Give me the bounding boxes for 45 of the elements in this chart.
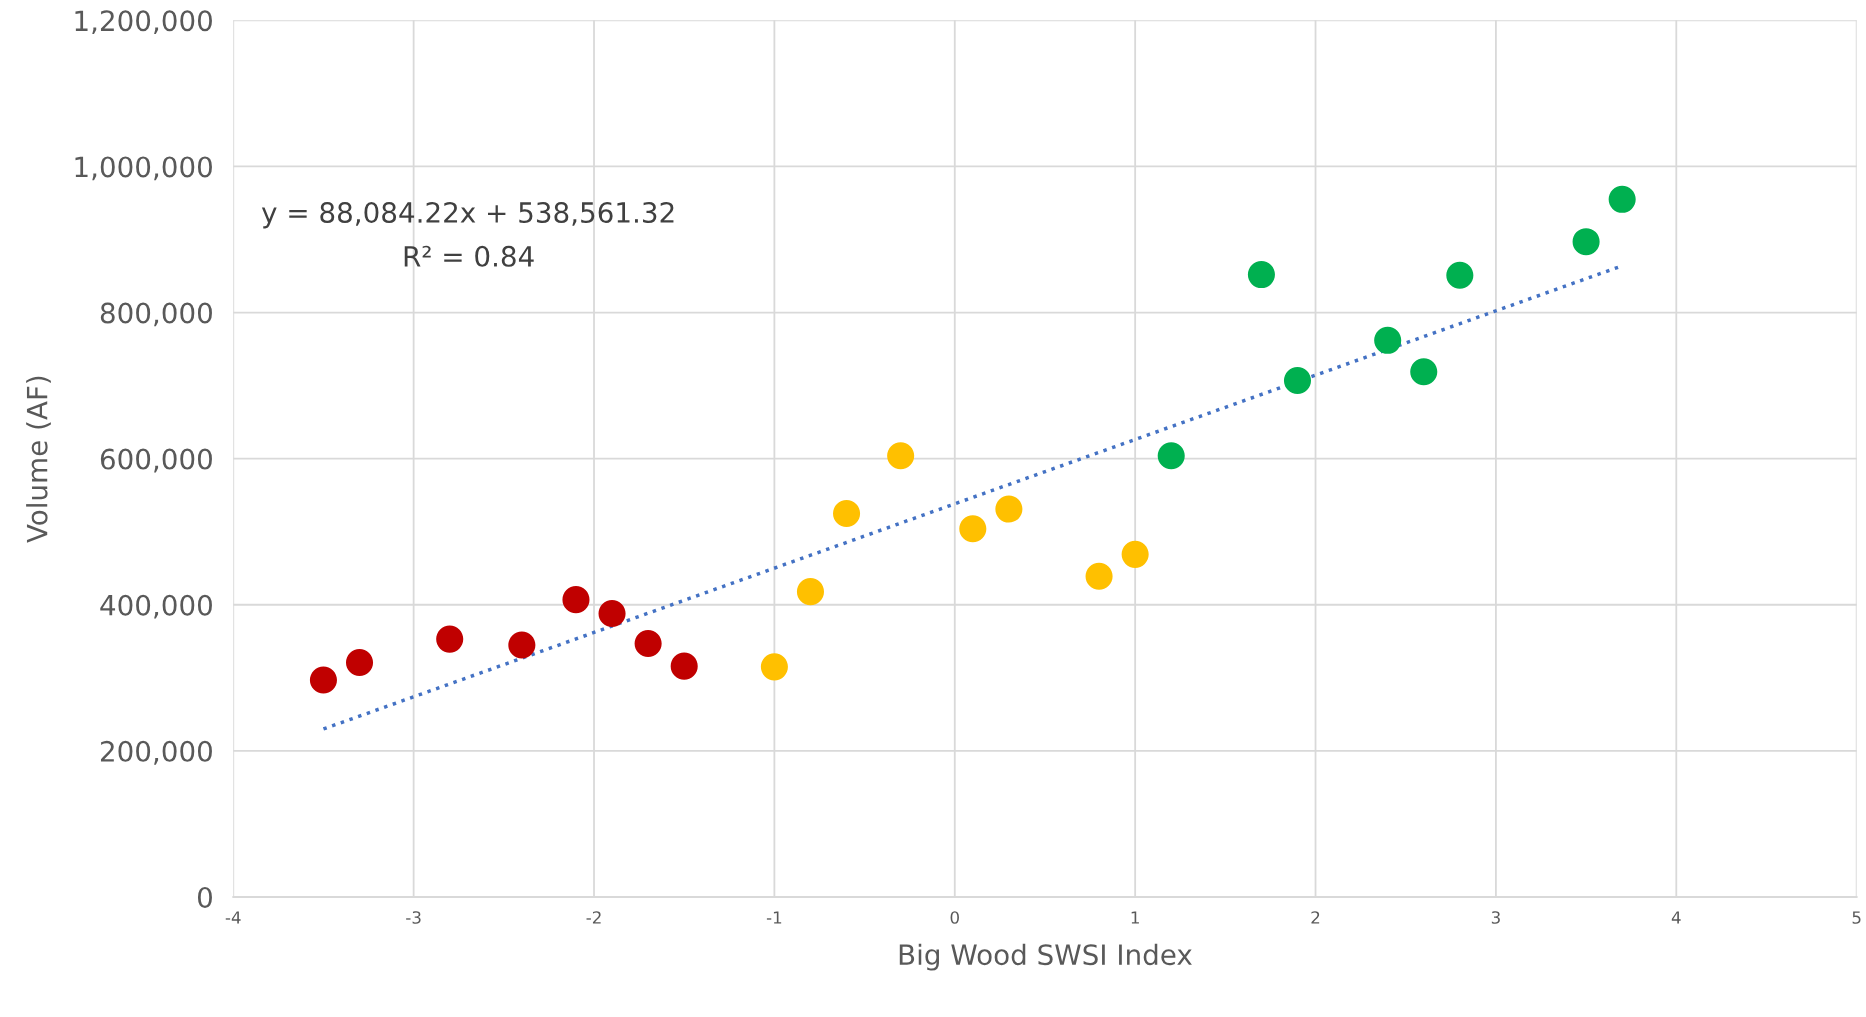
point xyxy=(760,653,788,681)
point xyxy=(833,499,861,527)
point xyxy=(436,625,464,653)
x-tick-label: 5 xyxy=(1852,911,1861,924)
point xyxy=(1446,261,1474,289)
point xyxy=(1572,228,1600,256)
point xyxy=(887,442,915,470)
y-tick-label: 800,000 xyxy=(100,302,212,327)
point xyxy=(1121,540,1149,568)
annotation: R² = 0.84 xyxy=(404,245,534,267)
point xyxy=(1247,261,1275,289)
x-axis-title: Big Wood SWSI Index xyxy=(899,943,1192,971)
x-tick-label: -1 xyxy=(766,911,782,924)
y-tick-label: 600,000 xyxy=(100,448,212,473)
y-tick-label: 200,000 xyxy=(100,740,212,765)
point xyxy=(508,631,536,659)
point xyxy=(1374,326,1402,354)
x-tick-label: -4 xyxy=(225,911,241,924)
x-tick-label: 1 xyxy=(1131,911,1139,924)
y-axis-title: Volume (AF) xyxy=(26,376,51,543)
y-tick-label: 400,000 xyxy=(100,594,212,619)
point xyxy=(309,666,337,694)
point xyxy=(670,652,698,680)
y-tick-label: 1,000,000 xyxy=(75,156,212,181)
point xyxy=(796,578,824,606)
point xyxy=(995,495,1023,523)
point xyxy=(1410,358,1438,386)
x-tick-label: 0 xyxy=(950,911,959,924)
x-tick-label: 2 xyxy=(1311,911,1320,924)
x-tick-label: -3 xyxy=(406,911,421,924)
x-tick-label: -2 xyxy=(586,911,601,924)
point xyxy=(1157,442,1185,470)
point xyxy=(959,515,987,543)
point xyxy=(1608,185,1636,213)
point xyxy=(598,600,626,628)
point xyxy=(562,586,590,614)
x-tick-label: 3 xyxy=(1491,911,1500,924)
point xyxy=(345,648,374,677)
point xyxy=(1283,366,1312,395)
y-tick-label: 0 xyxy=(197,886,212,908)
point xyxy=(634,629,662,658)
x-tick-label: 4 xyxy=(1671,911,1681,924)
y-tick-label: 1,200,000 xyxy=(75,10,212,35)
annotation: y = 88,084.22x + 538,561.32 xyxy=(261,202,674,229)
point xyxy=(1085,562,1113,590)
